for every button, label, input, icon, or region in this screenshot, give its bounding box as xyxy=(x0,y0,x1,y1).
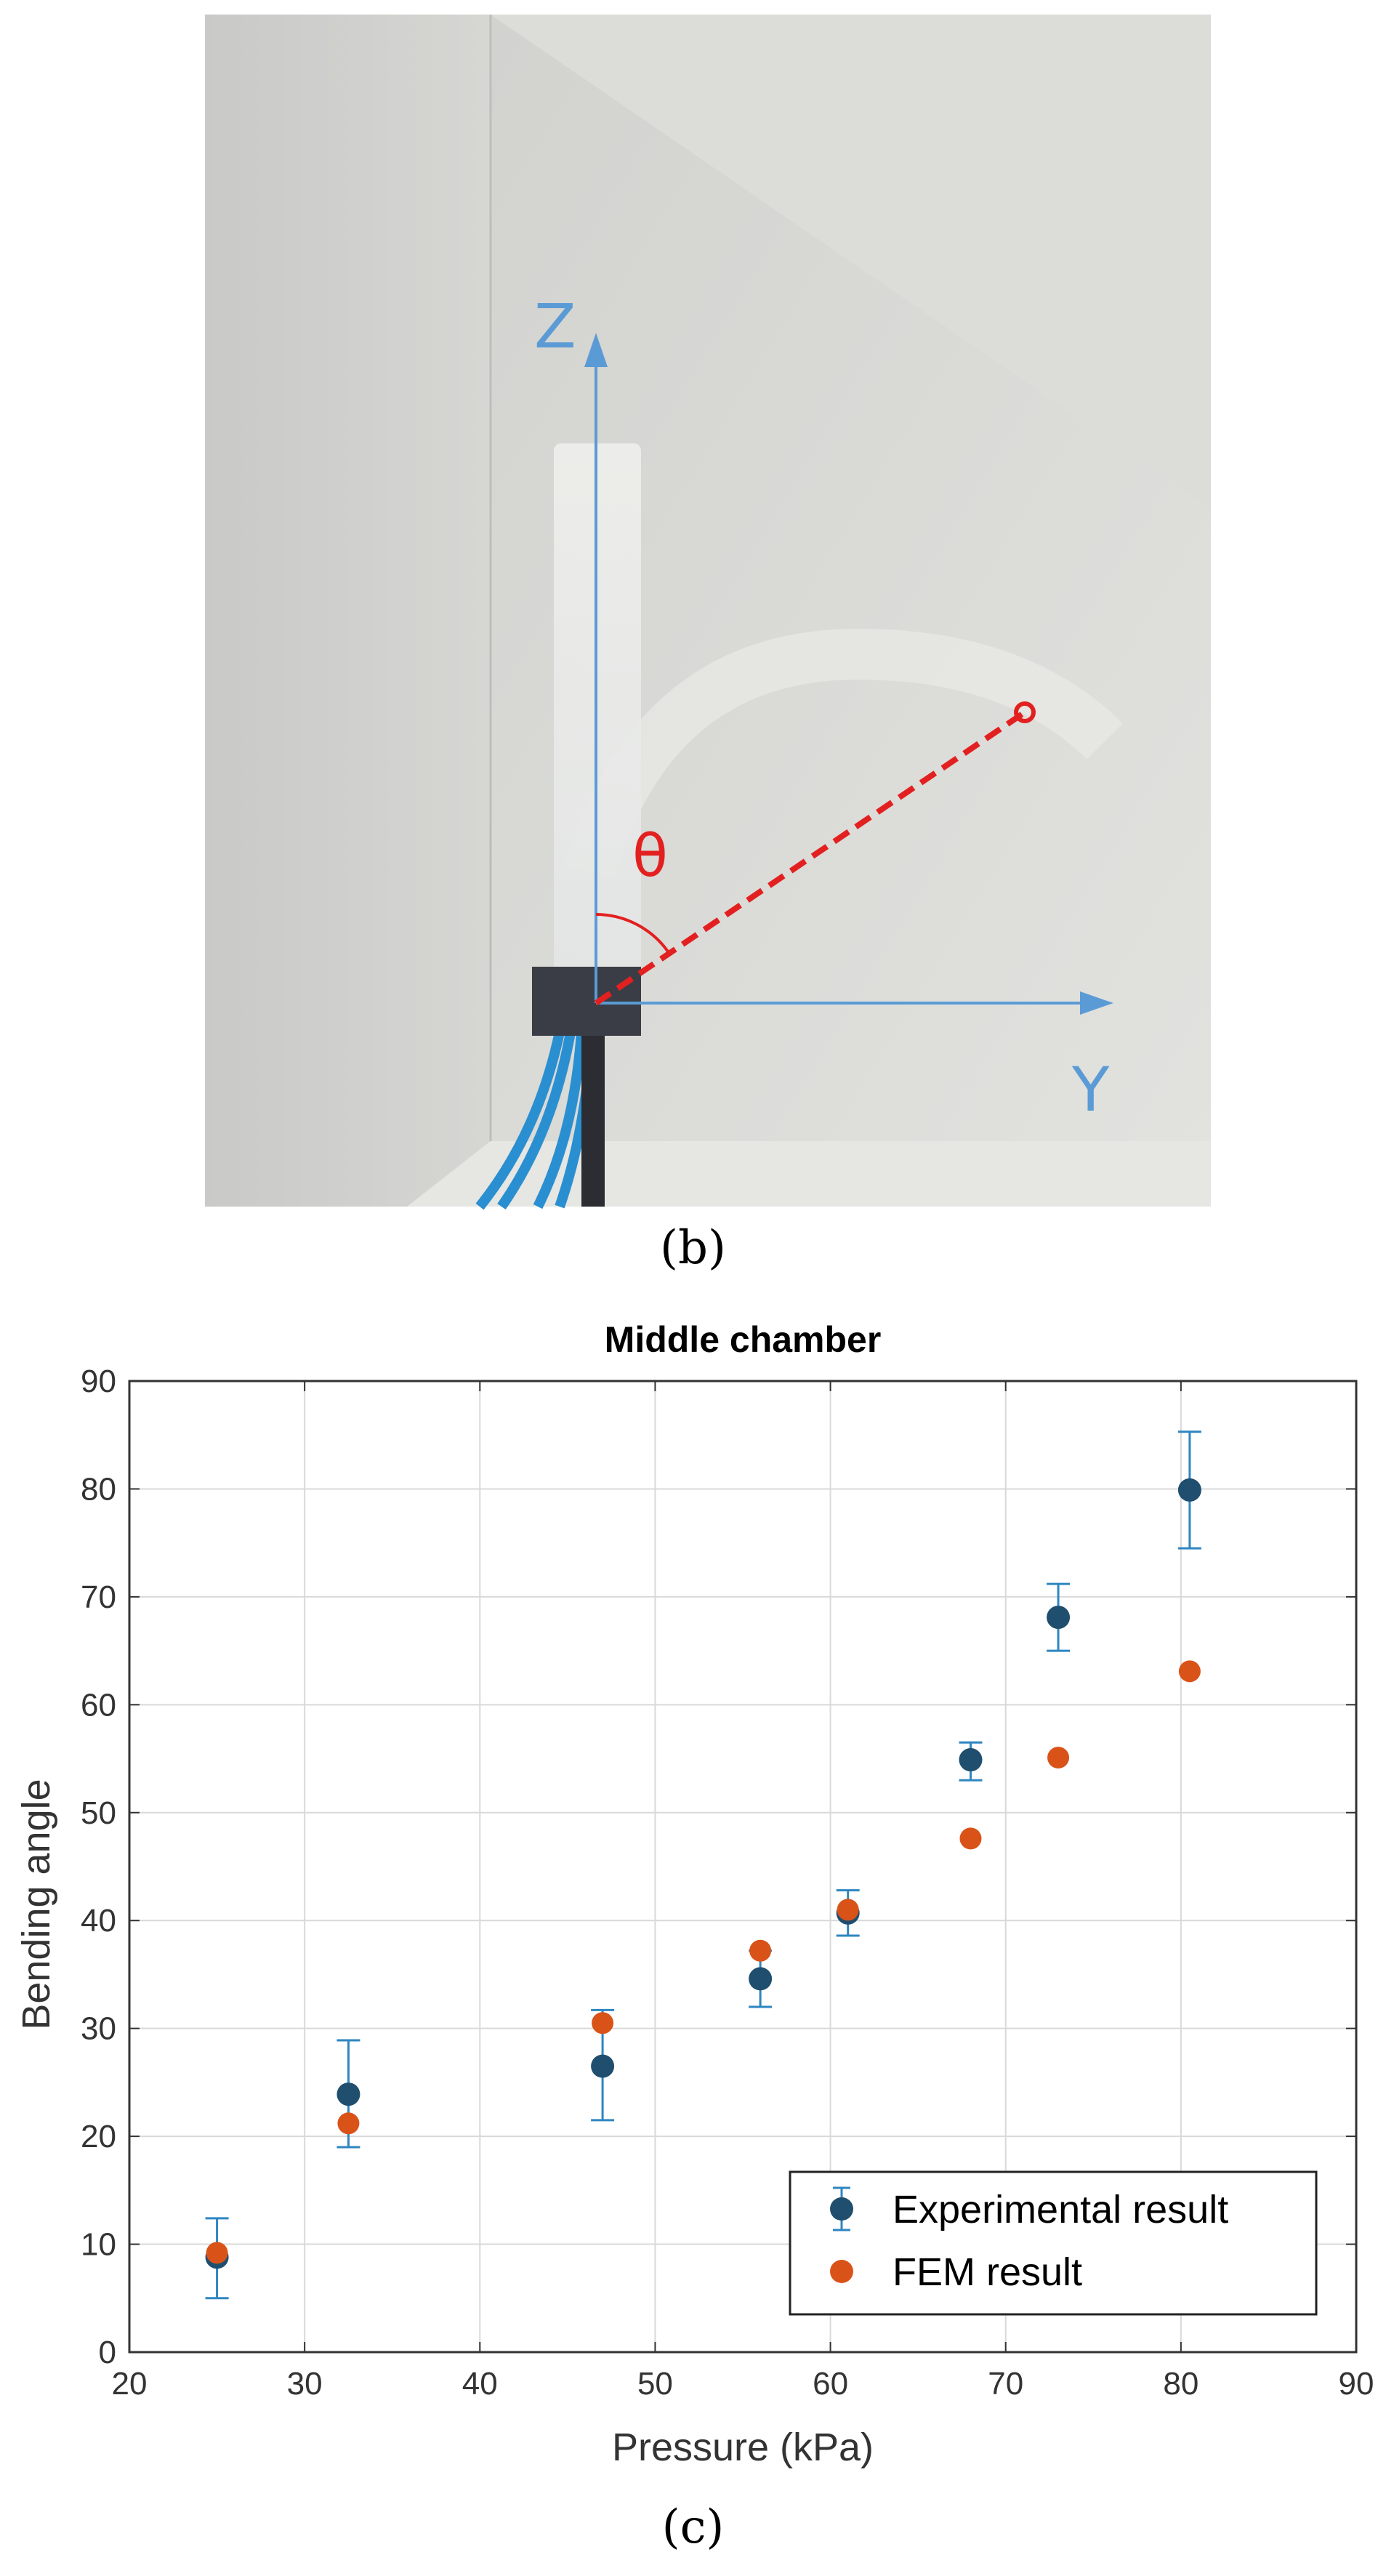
y-tick-label: 50 xyxy=(81,1795,116,1831)
y-tick-label: 20 xyxy=(81,2119,116,2154)
y-tick-label: 0 xyxy=(99,2335,116,2370)
bending-angle-indicator xyxy=(594,701,1036,1006)
fem-point xyxy=(337,2112,360,2135)
experimental-point xyxy=(591,2054,615,2078)
x-tick-label: 30 xyxy=(287,2366,323,2402)
x-tick-label: 20 xyxy=(112,2366,148,2402)
y-tick-label: 80 xyxy=(81,1471,116,1507)
x-tick-label: 80 xyxy=(1163,2366,1198,2402)
experimental-point xyxy=(1047,1606,1071,1630)
photo-background xyxy=(205,15,1211,1207)
experimental-point xyxy=(749,1967,773,1991)
y-axis-arrow xyxy=(596,991,1113,1015)
y-axis-title: Bending angle xyxy=(15,1779,58,2029)
base-block xyxy=(532,967,641,1036)
z-axis-label: Z xyxy=(534,291,576,362)
legend-marker-experimental xyxy=(830,2197,853,2221)
x-tick-label: 50 xyxy=(637,2366,673,2402)
fem-point xyxy=(959,1827,982,1850)
chart-frame xyxy=(128,1380,1358,2354)
legend-marker-fem xyxy=(830,2260,853,2283)
chart-legend: Experimental result FEM result xyxy=(789,2170,1318,2316)
x-tick-label: 60 xyxy=(813,2366,848,2402)
x-tick-label: 40 xyxy=(462,2366,498,2402)
z-axis-arrow xyxy=(584,333,608,1003)
x-tick-label: 70 xyxy=(988,2366,1023,2402)
chart-ticks: 20 30 40 50 60 70 80 90 0 10 20 30 40 50 60 70 80 90 xyxy=(81,1364,1374,2402)
fem-point xyxy=(1047,1747,1070,1769)
legend-label-experimental: Experimental result xyxy=(893,2188,1228,2231)
y-tick-label: 10 xyxy=(81,2227,116,2263)
y-tick-label: 70 xyxy=(81,1579,116,1615)
chart-series xyxy=(205,1430,1201,2300)
fem-point xyxy=(592,2012,614,2034)
y-tick-label: 30 xyxy=(81,2011,116,2047)
y-tick-label: 60 xyxy=(81,1687,116,1723)
fem-point xyxy=(749,1939,772,1962)
y-tick-label: 40 xyxy=(81,1903,116,1939)
x-axis-title: Pressure (kPa) xyxy=(612,2426,874,2469)
bending-test-photo: Z Y θ xyxy=(205,15,1211,1210)
theta-label: θ xyxy=(632,822,668,890)
chart-title: Middle chamber xyxy=(605,1319,882,1360)
fem-point xyxy=(206,2242,228,2264)
experimental-point xyxy=(959,1748,983,1772)
caption-b: (b) xyxy=(660,1221,726,1275)
plot-border xyxy=(128,1380,1358,2354)
legend-label-fem: FEM result xyxy=(893,2250,1082,2294)
y-tick-label: 90 xyxy=(81,1364,116,1399)
caption-c: (c) xyxy=(661,2500,725,2554)
fem-point xyxy=(837,1899,859,1921)
y-axis-label: Y xyxy=(1071,1054,1110,1125)
experimental-point xyxy=(337,2082,360,2106)
fem-point xyxy=(1178,1660,1201,1683)
x-tick-label: 90 xyxy=(1339,2366,1374,2402)
pneumatic-tubing xyxy=(475,1031,605,1210)
experimental-point xyxy=(1177,1478,1201,1502)
